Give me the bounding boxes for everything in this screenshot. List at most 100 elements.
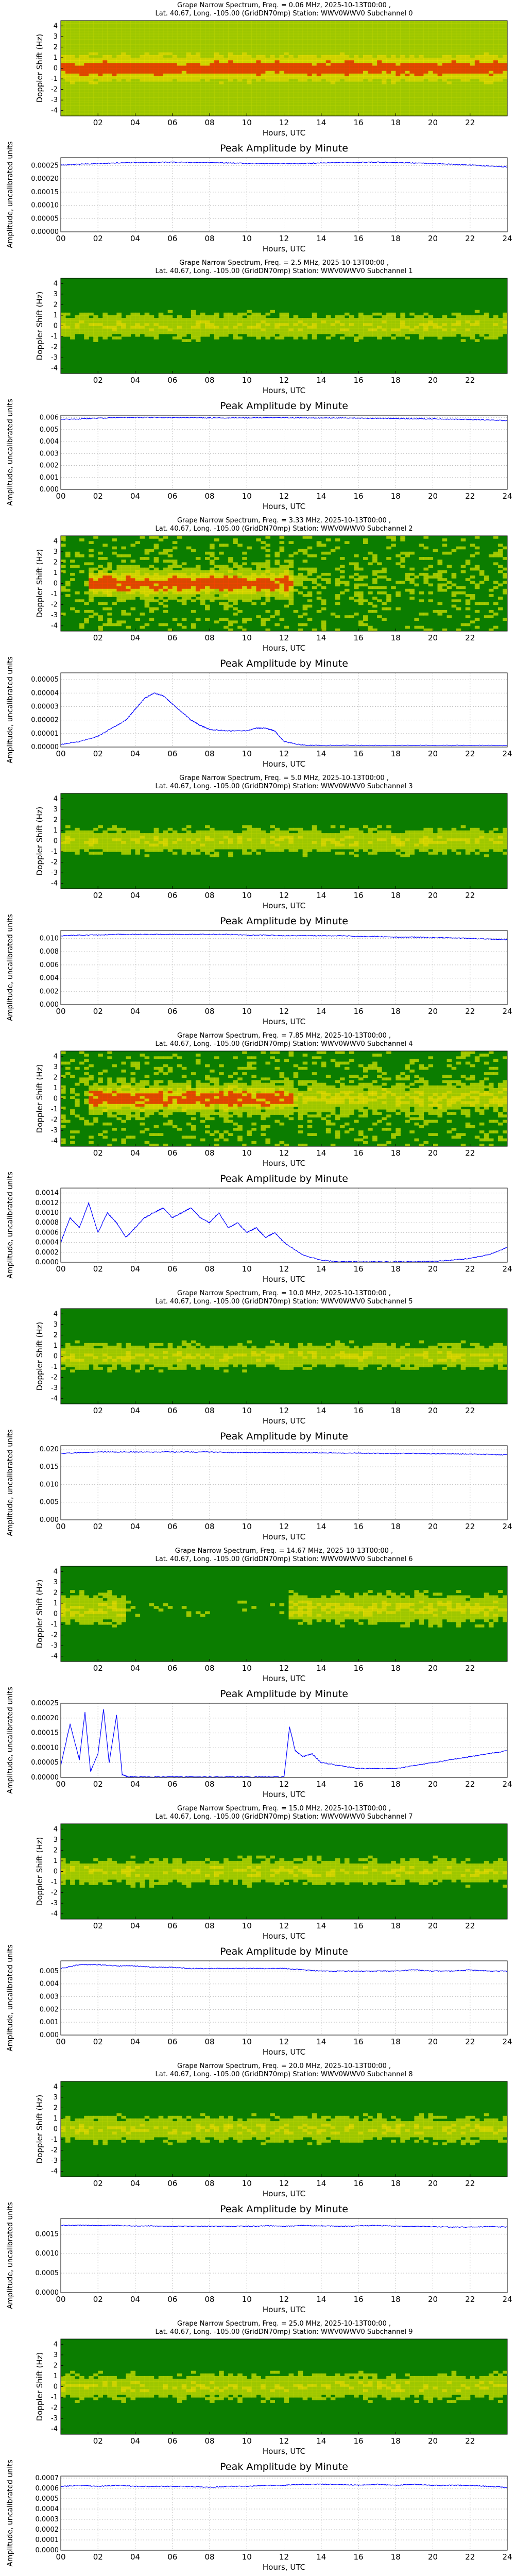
spectrogram-cell — [497, 320, 503, 324]
spectrogram-cell — [335, 63, 340, 66]
spectrogram-cell — [102, 110, 108, 114]
spectrogram-cell — [149, 63, 154, 66]
spectrogram-cell — [140, 89, 145, 93]
spectrogram-cell — [460, 81, 466, 84]
spectrogram-cell — [274, 113, 280, 116]
spectrogram-cell — [200, 323, 205, 327]
spectrogram-cell — [302, 68, 308, 72]
spectrogram-cell — [116, 26, 122, 29]
spectrogram-cell — [219, 113, 224, 116]
spectrogram-cell — [279, 323, 285, 327]
amplitude-data-point — [116, 417, 117, 418]
spectrogram-cell — [279, 87, 285, 90]
spectrogram-cell — [205, 315, 210, 318]
spectrogram-cell — [144, 97, 150, 100]
spectrogram-cell — [214, 71, 219, 74]
spectrogram-cell — [135, 68, 141, 72]
spectrogram-cell — [181, 79, 187, 82]
spectrogram-cell — [144, 591, 150, 595]
spectrogram-cell — [79, 71, 84, 74]
y-tick-label: 4 — [54, 280, 58, 287]
spectrogram-cell — [167, 331, 173, 334]
spectrogram-cell — [396, 65, 401, 69]
spectrogram-image — [61, 536, 508, 632]
spectrogram-cell — [112, 105, 117, 109]
spectrogram-cell — [98, 591, 103, 595]
spectrogram-cell — [70, 113, 75, 116]
spectrogram-cell — [112, 71, 117, 74]
spectrogram-cell — [325, 108, 331, 111]
spectrogram-cell — [321, 108, 327, 111]
spectrogram-cell — [140, 65, 145, 69]
spectrogram-cell — [400, 76, 405, 79]
spectrogram-cell — [428, 52, 434, 56]
x-tick-label: 10 — [242, 118, 252, 127]
spectrogram-cell — [503, 39, 508, 42]
spectrogram-cell — [126, 105, 131, 109]
spectrogram-cell — [274, 108, 280, 111]
spectrogram-cell — [233, 44, 238, 47]
spectrogram-cell — [312, 57, 317, 61]
spectrogram-cell — [470, 103, 475, 106]
spectrogram-cell — [428, 33, 434, 37]
spectrogram-cell — [144, 65, 150, 69]
spectrogram-cell — [414, 315, 419, 318]
spectrogram-cell — [284, 92, 289, 95]
spectrogram-cell — [339, 320, 345, 324]
spectrogram-cell — [153, 33, 159, 37]
spectrogram-cell — [363, 55, 368, 58]
spectrogram-cell — [307, 55, 313, 58]
spectrogram-cell — [177, 60, 182, 63]
spectrogram-cell — [191, 320, 196, 324]
x-tick-label: 10 — [242, 376, 252, 385]
spectrogram-cell — [144, 42, 150, 45]
spectrogram-cell — [214, 89, 219, 93]
spectrogram-cell — [325, 105, 331, 109]
spectrogram-cell — [205, 71, 210, 74]
spectrogram-cell — [405, 113, 410, 116]
spectrogram-cell — [130, 594, 136, 597]
spectrogram-cell — [321, 320, 327, 324]
spectrogram-cell — [293, 42, 299, 45]
spectrogram-cell — [93, 326, 98, 329]
spectrogram-cell — [437, 331, 443, 334]
spectrogram-cell — [423, 26, 428, 29]
spectrogram-cell — [210, 68, 215, 72]
spectrogram-cell — [433, 81, 438, 84]
spectrogram-cell — [247, 92, 252, 95]
spectrogram-cell — [149, 100, 154, 103]
spectrogram-cell — [261, 100, 266, 103]
spectrogram-cell — [400, 331, 405, 334]
spectrogram-cell — [219, 326, 224, 329]
x-axis-label: Hours, UTC — [263, 244, 305, 253]
spectrogram-cell — [70, 326, 75, 329]
spectrogram-cell — [210, 581, 215, 584]
spectrogram-cell — [107, 63, 112, 66]
spectrogram-cell — [312, 105, 317, 109]
spectrogram-cell — [405, 55, 410, 58]
spectrogram-cell — [237, 100, 243, 103]
spectrogram-cell — [288, 23, 294, 26]
spectrogram-cell — [363, 49, 368, 53]
spectrogram-cell — [242, 71, 247, 74]
spectrogram-cell — [140, 613, 145, 616]
spectrogram-cell — [84, 105, 89, 109]
spectrogram-cell — [391, 326, 396, 329]
spectrogram-cell — [75, 591, 80, 595]
spectrogram-cell — [247, 323, 252, 327]
spectrogram-cell — [349, 28, 354, 32]
spectrogram-cell — [409, 87, 415, 90]
spectrogram-cell — [219, 39, 224, 42]
spectrogram-cell — [409, 47, 415, 50]
spectrogram-cell — [400, 21, 405, 24]
spectrogram-cell — [298, 55, 303, 58]
spectrogram-cell — [191, 310, 196, 313]
spectrogram-cell — [419, 333, 424, 337]
spectrogram-cell — [274, 110, 280, 114]
spectrogram-cell — [219, 42, 224, 45]
spectrogram-cell — [140, 323, 145, 327]
spectrogram-cell — [224, 79, 229, 82]
spectrogram-cell — [102, 33, 108, 37]
spectrogram-cell — [121, 318, 126, 321]
spectrogram-cell — [307, 76, 313, 79]
